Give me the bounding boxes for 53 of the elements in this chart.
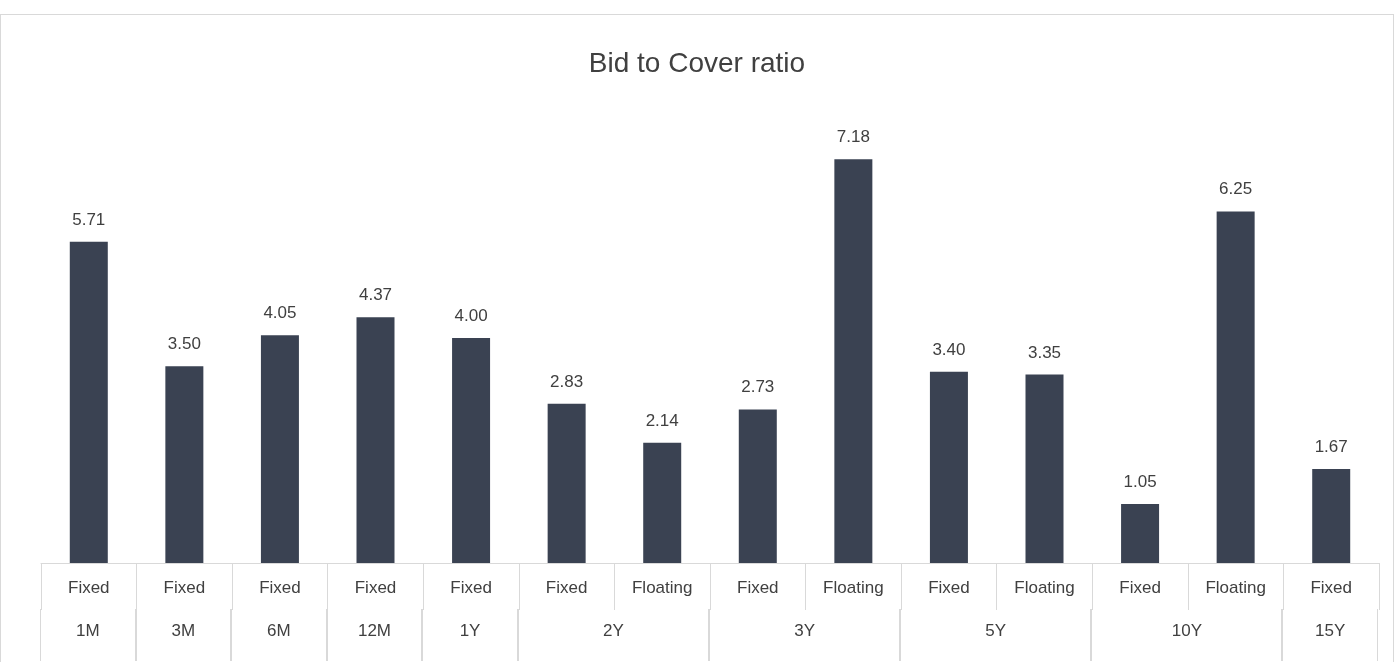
text: 5Y xyxy=(900,609,1092,661)
data-label: 3.40 xyxy=(932,339,966,359)
text: 10Y xyxy=(1091,609,1283,661)
x-tick-label: Fixed xyxy=(259,578,301,597)
data-label: 5.71 xyxy=(72,209,106,229)
data-label: 4.00 xyxy=(454,306,488,325)
x-tick-label: Fixed xyxy=(737,578,779,597)
data-label: 4.37 xyxy=(358,285,393,305)
bar xyxy=(260,335,299,563)
text: 15Y xyxy=(1282,609,1378,661)
bar xyxy=(165,366,204,563)
data-label: 7.18 xyxy=(836,127,870,147)
x-tick-label: Fixed xyxy=(1310,578,1352,597)
bar xyxy=(1121,503,1160,563)
bar xyxy=(1216,211,1255,563)
text: 1Y xyxy=(422,609,518,661)
x-tick-label: Fixed xyxy=(928,578,970,597)
bar xyxy=(547,403,586,563)
bar xyxy=(834,159,873,563)
bar xyxy=(929,371,968,563)
x-tick-label: Fixed xyxy=(545,578,588,597)
x-tick-label: Fixed xyxy=(450,578,492,597)
chart-title: Bid to Cover ratio xyxy=(588,46,806,78)
text: 1M xyxy=(40,609,136,661)
x-tick-label: Fixed xyxy=(68,578,110,597)
bar xyxy=(1025,374,1064,563)
x-tick-label: Fixed xyxy=(354,578,397,597)
bar xyxy=(69,241,108,563)
data-label: 1.05 xyxy=(1123,471,1157,491)
bar xyxy=(738,409,777,563)
data-label: 1.67 xyxy=(1314,437,1348,457)
data-label: 2.83 xyxy=(550,371,584,391)
text: 6M xyxy=(231,609,327,661)
text: 2Y xyxy=(517,609,709,661)
bar xyxy=(452,338,491,563)
x-tick-label: Floating xyxy=(631,578,693,597)
bar xyxy=(1312,469,1351,563)
x-tick-label: Fixed xyxy=(163,578,206,597)
bar xyxy=(643,442,682,563)
data-label: 4.05 xyxy=(263,303,297,323)
text: 3M xyxy=(135,609,232,661)
data-label: 2.14 xyxy=(645,410,679,430)
data-label: 3.50 xyxy=(167,334,201,354)
x-tick-label: Fixed xyxy=(1119,578,1161,597)
data-label: 6.25 xyxy=(1219,179,1253,199)
x-tick-label: Floating xyxy=(823,578,884,597)
text: 12M xyxy=(326,609,423,661)
x-tick-label: Floating xyxy=(1014,578,1075,597)
x-tick-label: Floating xyxy=(1205,578,1266,597)
data-label: 2.73 xyxy=(741,377,775,397)
bar xyxy=(356,317,395,563)
data-label: 3.35 xyxy=(1027,342,1062,362)
text: 3Y xyxy=(709,609,901,661)
